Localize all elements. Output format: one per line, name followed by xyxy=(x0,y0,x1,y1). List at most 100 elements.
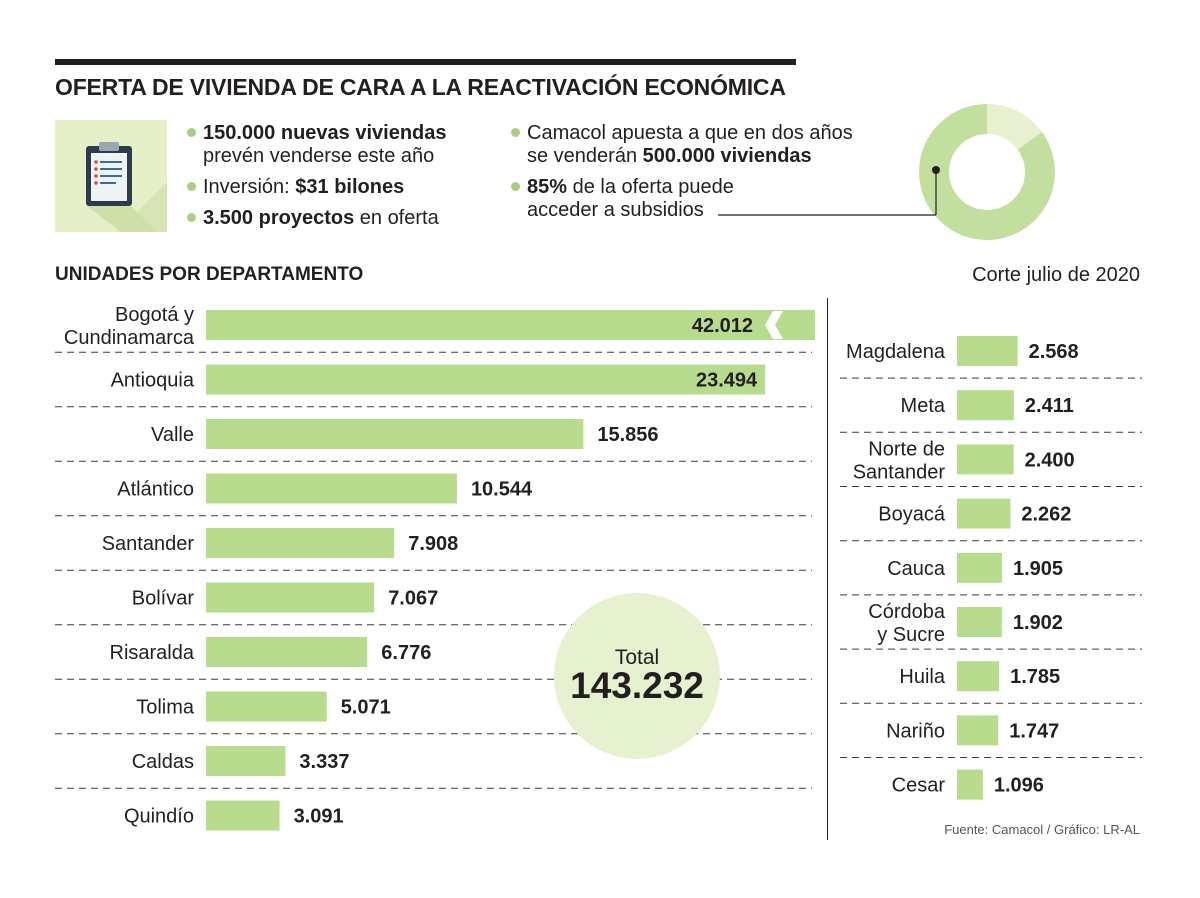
value-label: 1.902 xyxy=(1013,612,1063,634)
facts-right: Camacol apuesta a que en dos años se vend… xyxy=(510,122,853,230)
value-label: 6.776 xyxy=(381,642,431,664)
category-label: Tolima xyxy=(136,697,195,719)
category-label-line: Tolima xyxy=(136,697,195,719)
category-label-line: Norte de xyxy=(868,438,945,460)
donut-leader-dot xyxy=(932,166,940,174)
category-label: Bogotá y Cundinamarca xyxy=(64,304,195,349)
category-label: Magdalena xyxy=(846,341,946,363)
bar xyxy=(957,336,1018,366)
category-label: Antioquia xyxy=(111,370,195,392)
category-label: Cesar xyxy=(892,775,946,797)
bar xyxy=(957,390,1014,421)
category-label-line: Meta xyxy=(901,395,946,417)
left-fact-2: 3.500 proyectos en oferta xyxy=(186,207,447,230)
category-label: Cauca xyxy=(887,558,946,580)
bar xyxy=(957,661,1000,692)
title-rule xyxy=(55,59,796,65)
section-title: UNIDADES POR DEPARTAMENTO xyxy=(55,264,364,285)
value-label: 1.096 xyxy=(994,775,1044,797)
total-value: 143.232 xyxy=(570,665,704,706)
category-label-line: Antioquia xyxy=(111,370,195,392)
fact-text: acceder a subsidios xyxy=(527,199,704,221)
page-title: OFERTA DE VIVIENDA DE CARA A LA REACTIVA… xyxy=(55,74,786,100)
bullet-icon xyxy=(187,182,196,191)
source-note: Fuente: Camacol / Gráfico: LR-AL xyxy=(944,822,1140,837)
total-circle xyxy=(554,593,720,759)
fact-text: $31 bilones xyxy=(295,176,405,198)
category-label: Meta xyxy=(901,395,946,417)
bullet-icon xyxy=(187,128,196,137)
bar xyxy=(206,364,766,395)
panel-divider xyxy=(827,298,828,840)
category-label: Caldas xyxy=(132,751,194,773)
bar xyxy=(206,419,584,449)
facts-left: 150.000 nuevas viviendas prevén venderse… xyxy=(186,122,447,238)
value-label: 1.747 xyxy=(1009,720,1059,742)
category-label-line: Cauca xyxy=(887,558,946,580)
fact-text: Camacol apuesta a que en dos años xyxy=(527,122,853,144)
fact-text: de la oferta puede xyxy=(567,176,734,198)
fact-text: 150.000 nuevas viviendas xyxy=(203,122,447,144)
fact-text: 500.000 viviendas xyxy=(642,145,812,167)
fact-text: 3.500 proyectos xyxy=(203,207,355,229)
fact-text: Inversión: xyxy=(203,176,296,198)
bar xyxy=(957,552,1002,583)
bar xyxy=(206,473,457,504)
category-label-line: Santander xyxy=(102,533,195,555)
axis-break-icon xyxy=(765,311,783,339)
total-label: Total xyxy=(615,646,659,669)
value-label: 23.494 xyxy=(696,370,758,392)
value-label: 42.012 xyxy=(692,315,753,337)
category-label: Valle xyxy=(151,424,194,446)
category-label-line: Risaralda xyxy=(110,642,195,664)
left-fact-1: Inversión: $31 bilones xyxy=(186,176,447,199)
bullet-icon xyxy=(511,128,520,137)
bar xyxy=(206,800,280,831)
category-label-line: Caldas xyxy=(132,751,194,773)
fact-text: se venderán xyxy=(527,145,643,167)
value-label: 2.411 xyxy=(1025,395,1074,417)
value-label: 7.908 xyxy=(408,533,458,555)
bullet-icon xyxy=(511,182,520,191)
category-label: Quindío xyxy=(124,806,194,828)
bar xyxy=(957,498,1011,529)
bar xyxy=(206,528,395,558)
category-label-line: Magdalena xyxy=(846,341,946,363)
value-label: 15.856 xyxy=(597,424,658,446)
category-label: Risaralda xyxy=(110,642,195,664)
bar xyxy=(957,769,983,800)
value-label: 2.262 xyxy=(1021,504,1071,526)
value-label: 10.544 xyxy=(471,479,533,501)
right-fact-1: 85% de la oferta puede acceder a subsidio… xyxy=(510,176,853,222)
category-label-line: Cesar xyxy=(892,775,946,797)
category-label-line: Valle xyxy=(151,424,194,446)
cutoff-date: Corte julio de 2020 xyxy=(972,264,1140,286)
category-label: Nariño xyxy=(886,720,945,742)
bar xyxy=(206,691,327,722)
category-label: Norte de Santander xyxy=(853,438,946,483)
category-label-line: Atlántico xyxy=(117,479,194,501)
bar xyxy=(206,310,815,340)
category-label-line: y Sucre xyxy=(877,624,945,646)
bar xyxy=(957,607,1002,637)
category-label-line: Córdoba xyxy=(868,601,946,623)
value-label: 7.067 xyxy=(388,588,438,610)
value-label: 5.071 xyxy=(341,697,391,719)
clipboard-icon xyxy=(55,120,167,232)
category-label-line: Santander xyxy=(853,461,946,483)
value-label: 2.400 xyxy=(1025,449,1075,471)
category-label-line: Bolívar xyxy=(132,588,195,610)
fact-text: prevén venderse este año xyxy=(203,145,435,167)
bar xyxy=(206,746,286,776)
category-label-line: Cundinamarca xyxy=(64,327,195,349)
category-label-line: Boyacá xyxy=(878,504,946,526)
bar xyxy=(957,715,999,746)
value-label: 2.568 xyxy=(1029,341,1079,363)
category-label: Huila xyxy=(899,666,945,688)
left-fact-0: 150.000 nuevas viviendas prevén venderse… xyxy=(186,122,447,168)
donut-slice-main xyxy=(919,104,1055,240)
category-label: Córdoba y Sucre xyxy=(868,601,946,646)
bar xyxy=(206,637,368,667)
donut-slice-rest xyxy=(987,104,1043,150)
